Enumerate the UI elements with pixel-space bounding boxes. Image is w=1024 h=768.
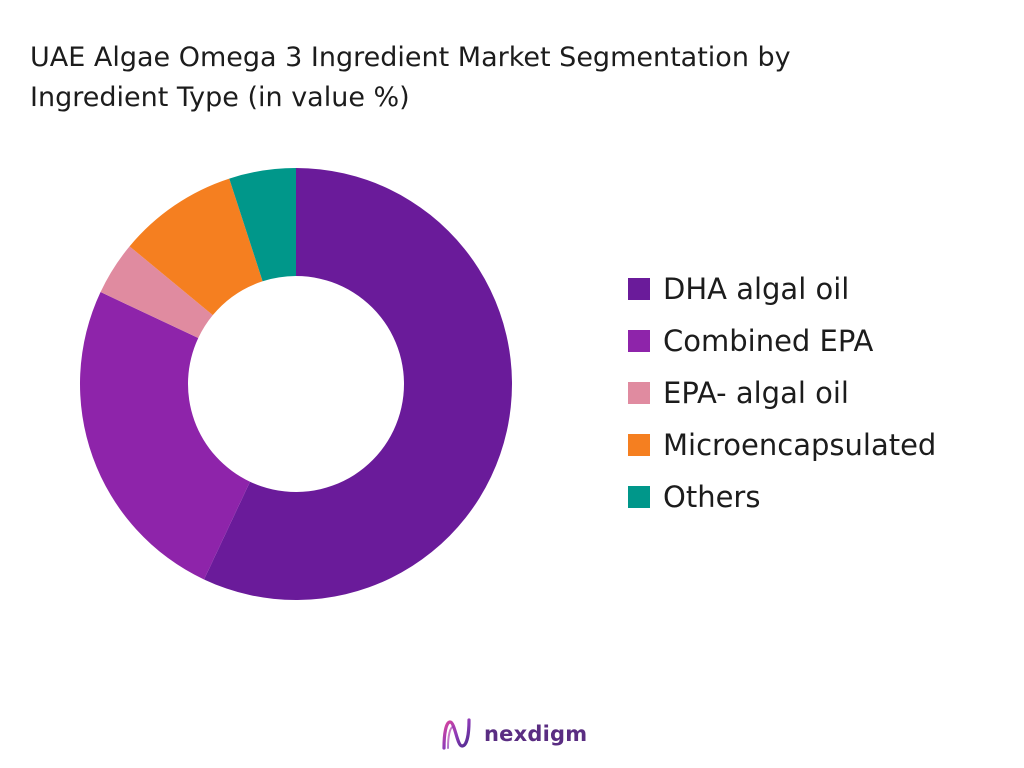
legend-label-epa-algal-oil: EPA- algal oil (663, 376, 849, 410)
donut-slice-combined-epa (79, 292, 251, 580)
legend-item-microencapsulated: Microencapsulated (628, 419, 936, 471)
legend-label-microencapsulated: Microencapsulated (663, 428, 937, 462)
chart-legend: DHA algal oil Combined EPA EPA- algal oi… (628, 263, 936, 523)
legend-label-combined-epa: Combined EPA (663, 324, 874, 358)
legend-item-epa-algal-oil: EPA- algal oil (628, 367, 936, 419)
legend-item-dha-algal-oil: DHA algal oil (628, 263, 936, 315)
nexdigm-logo-icon (442, 718, 471, 750)
legend-label-dha-algal-oil: DHA algal oil (663, 272, 850, 306)
donut-slice-epa-algal-oil (100, 246, 213, 339)
legend-swatch-others (628, 486, 650, 508)
chart-title: UAE Algae Omega 3 Ingredient Market Segm… (30, 38, 970, 118)
brand-logo: nexdigm (440, 716, 587, 752)
legend-item-others: Others (628, 471, 936, 523)
legend-swatch-microencapsulated (628, 434, 650, 456)
donut-slice-microencapsulated (129, 178, 263, 316)
donut-slice-dha-algal-oil (204, 168, 512, 600)
legend-swatch-combined-epa (628, 330, 650, 352)
legend-swatch-epa-algal-oil (628, 382, 650, 404)
legend-item-combined-epa: Combined EPA (628, 315, 936, 367)
brand-name: nexdigm (484, 722, 588, 746)
legend-swatch-dha-algal-oil (628, 278, 650, 300)
chart-title-line-1: UAE Algae Omega 3 Ingredient Market Segm… (30, 42, 791, 73)
donut-slice-others (229, 168, 296, 282)
chart-title-line-2: Ingredient Type (in value %) (30, 82, 410, 113)
legend-label-others: Others (663, 480, 761, 514)
